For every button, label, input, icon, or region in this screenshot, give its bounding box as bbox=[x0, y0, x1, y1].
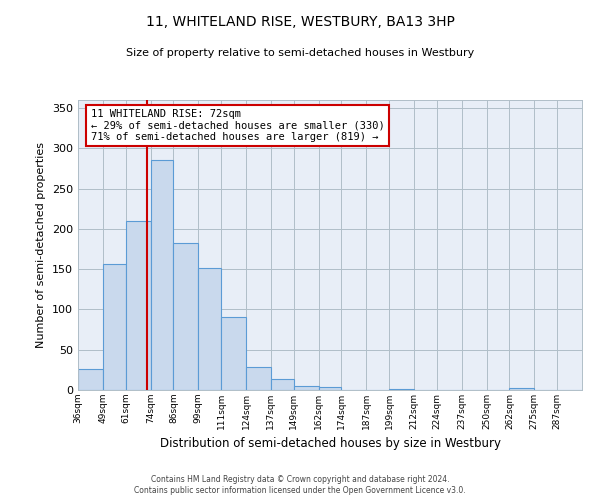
Text: Size of property relative to semi-detached houses in Westbury: Size of property relative to semi-detach… bbox=[126, 48, 474, 58]
X-axis label: Distribution of semi-detached houses by size in Westbury: Distribution of semi-detached houses by … bbox=[160, 438, 500, 450]
Text: Contains HM Land Registry data © Crown copyright and database right 2024.: Contains HM Land Registry data © Crown c… bbox=[151, 475, 449, 484]
Bar bbox=[294, 386, 319, 390]
Bar bbox=[126, 221, 151, 390]
Text: Contains public sector information licensed under the Open Government Licence v3: Contains public sector information licen… bbox=[134, 486, 466, 495]
Bar bbox=[271, 378, 294, 390]
Bar bbox=[198, 268, 221, 390]
Bar bbox=[389, 389, 414, 390]
Y-axis label: Number of semi-detached properties: Number of semi-detached properties bbox=[37, 142, 46, 348]
Bar bbox=[246, 368, 271, 390]
Bar bbox=[78, 369, 103, 390]
Bar bbox=[319, 387, 341, 390]
Bar bbox=[151, 160, 173, 390]
Text: 11, WHITELAND RISE, WESTBURY, BA13 3HP: 11, WHITELAND RISE, WESTBURY, BA13 3HP bbox=[146, 15, 454, 29]
Bar bbox=[173, 242, 198, 390]
Bar bbox=[221, 316, 246, 390]
Bar bbox=[509, 388, 534, 390]
Bar bbox=[103, 264, 126, 390]
Text: 11 WHITELAND RISE: 72sqm
← 29% of semi-detached houses are smaller (330)
71% of : 11 WHITELAND RISE: 72sqm ← 29% of semi-d… bbox=[91, 108, 385, 142]
